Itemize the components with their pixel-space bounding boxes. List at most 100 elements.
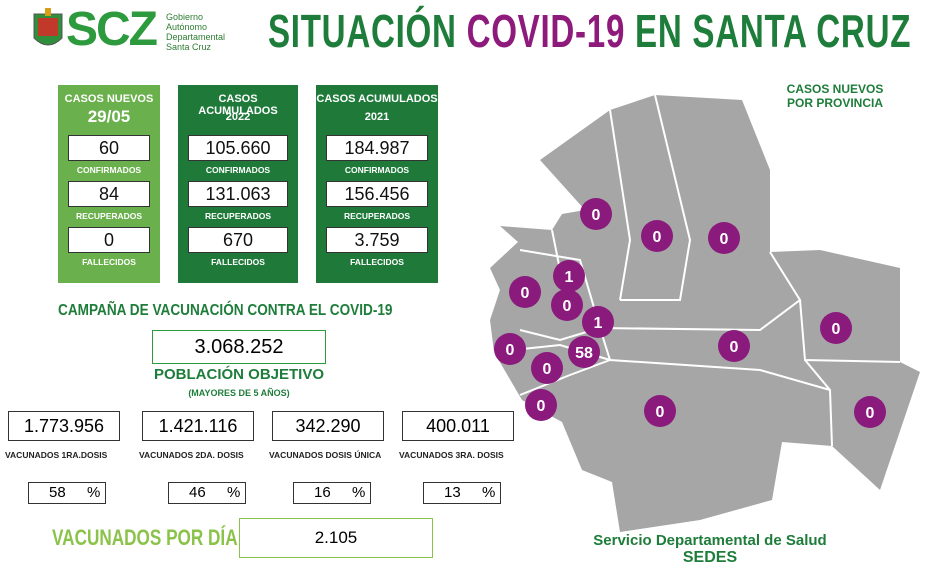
province-count: 0 [543,361,552,378]
province-marker [644,395,676,427]
box-heading: CASOS NUEVOS [64,93,154,105]
dose-percent: 58 [49,484,66,501]
case-label: CONFIRMADOS [205,165,271,175]
logo-shield [33,8,63,46]
province-count: 0 [720,231,729,248]
case-box: CASOS NUEVOS 29/05 60 CONFIRMADOS 84 RECUPERA… [58,85,160,283]
logo-mark: SCZ [66,3,158,56]
province-marker [580,198,612,230]
box-period: 2021 [364,111,390,123]
province-count: 0 [866,405,875,422]
target-value: 3.068.252 [152,330,326,364]
title: SITUACIÓN COVID-19 EN SANTA CRUZ [268,4,911,58]
dose-percent-box: 58% [28,482,106,504]
map-borders [493,94,901,447]
percent-sign: % [352,484,366,501]
logo-line: Autónomo [166,22,208,32]
province-count: 0 [521,285,530,302]
title-part: EN SANTA CRUZ [635,5,912,57]
province-marker [531,352,563,384]
dose-label: VACUNADOS 3RA. DOSIS [399,450,504,460]
province-marker [820,312,852,344]
province-marker [718,330,750,362]
province-count: 0 [563,298,572,315]
province-marker [854,396,886,428]
box-period: 29/05 [87,107,131,126]
dose-percent: 13 [444,484,461,501]
logo-text: Gobierno Autónomo Departamental Santa Cr… [166,12,225,52]
title-part: SITUACIÓN [268,5,457,57]
logo-line: Gobierno [166,12,204,22]
province-marker [525,389,557,421]
box-period: 2022 [225,111,251,123]
province-count: 1 [594,315,603,332]
province-count: 0 [653,229,662,246]
target-note: (MAYORES DE 5 AÑOS) [188,388,290,398]
case-value: 0 [68,227,150,253]
case-value: 84 [68,181,150,207]
province-marker [494,333,526,365]
case-label: FALLECIDOS [350,257,404,267]
title-part: COVID-19 [466,5,626,57]
dose-value: 1.773.956 [8,411,120,441]
dose-percent: 46 [189,484,206,501]
case-value: 3.759 [326,227,428,253]
dose-label: VACUNADOS 2DA. DOSIS [139,450,244,460]
logo-line: Departamental [166,32,226,42]
case-label: FALLECIDOS [82,257,136,267]
province-marker [568,336,600,368]
dose-percent: 16 [314,484,331,501]
per-day-value: 2.105 [239,518,433,558]
percent-sign: % [87,484,101,501]
province-count: 58 [575,345,593,362]
province-marker [551,289,583,321]
map-title: CASOS NUEVOS POR PROVINCIA [780,82,890,110]
case-value: 131.063 [188,181,288,207]
dose-value: 1.421.116 [142,411,254,441]
province-count: 0 [506,342,515,359]
province-marker [553,260,585,292]
footer-line: SEDES [682,549,738,566]
case-value: 184.987 [326,135,428,161]
case-label: RECUPERADOS [75,211,143,221]
province-marker [641,220,673,252]
province-count: 0 [537,398,546,415]
province-count: 1 [565,269,574,286]
case-label: RECUPERADOS [204,211,272,221]
map-title-line: CASOS NUEVOS [786,82,884,96]
percent-sign: % [227,484,241,501]
dose-value: 400.011 [402,411,514,441]
case-box: CASOS ACUMULADOS 2022 105.660 CONFIRMADOS 13… [178,85,298,283]
province-count: 0 [730,339,739,356]
province-marker [708,222,740,254]
dose-percent-box: 16% [293,482,371,504]
province-count: 0 [832,321,841,338]
province-marker [509,276,541,308]
case-value: 156.456 [326,181,428,207]
per-day-label: VACUNADOS POR DÍA [52,525,238,550]
dose-label: VACUNADOS DOSIS ÚNICA [269,450,382,460]
box-heading: CASOS ACUMULADOS [316,93,438,105]
case-value: 670 [188,227,288,253]
province-count: 0 [656,404,665,421]
dose-percent-box: 13% [423,482,501,504]
dose-percent-box: 46% [168,482,246,504]
case-box: CASOS ACUMULADOS 2021 184.987 CONFIRMADOS 15… [316,85,438,283]
dose-value: 342.290 [272,411,384,441]
case-value: 105.660 [188,135,288,161]
case-label: FALLECIDOS [211,257,265,267]
percent-sign: % [482,484,496,501]
case-label: RECUPERADOS [343,211,411,221]
province-marker [582,306,614,338]
case-value: 60 [68,135,150,161]
case-label: CONFIRMADOS [76,165,142,175]
case-label: CONFIRMADOS [344,165,410,175]
footer-line: Servicio Departamental de Salud [593,532,827,549]
dose-label: VACUNADOS 1RA.DOSIS [5,450,108,460]
target-label: POBLACIÓN OBJETIVO [153,366,325,383]
map-title-line: POR PROVINCIA [786,96,883,110]
campaign-title: CAMPAÑA DE VACUNACIÓN CONTRA EL COVID-19 [58,302,393,319]
box-heading: CASOS ACUMULADOS [198,93,278,117]
